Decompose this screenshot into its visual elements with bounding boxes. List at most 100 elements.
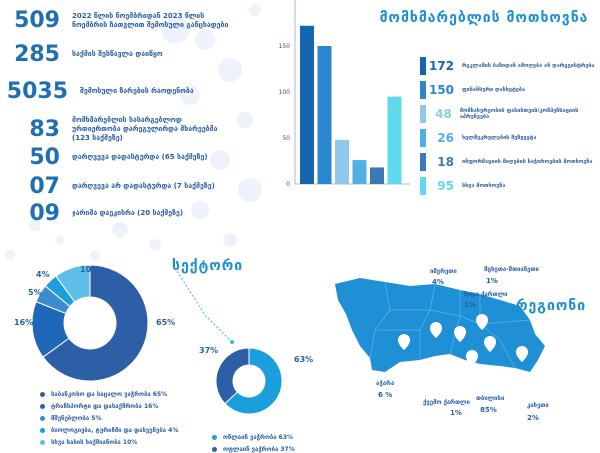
region-pct: 2% [527,414,539,422]
stat-row: 07 დარღვევა არ დადასტურდა (7 საქმეზე) [0,174,232,199]
region-pct: 1% [486,277,498,285]
legend-item: 95 სხვა მოთხოვნა [420,177,600,195]
legend-label: მომსახურეობის ფასისთვის/კომპენსაციის აპრ… [459,108,579,120]
legend-item: მშენებლობა 5% [40,415,101,422]
pie-pct-label: 65% [156,318,176,327]
legend-label: რეკლამის ბაზიდან ამოღება ან დარეგისტრება [462,63,595,69]
region-label: აჭარა [376,380,395,387]
legend-label: სხვა მოთხოვნა [462,183,506,189]
region-pct: 1% [450,409,462,417]
stat-label: ჯარიმა დაეკისრა (20 საქმეზე) [72,209,184,217]
legend-label: ხელშეკრულების შეწყვეტა [462,135,537,141]
bar-chart-title: მომხმარებლის მოთხოვნა [379,10,589,26]
legend-label: მშენებლობა 5% [51,415,102,422]
stat-row: 5035 შემოსული ზარების რაოდენობა [0,79,240,104]
legend-swatch [420,81,426,99]
pie-pct-label: 4% [36,270,50,279]
sector-donut-chart [31,264,149,382]
legend-item: ბიოლოგიება, ტურიზმი და დასვენება 4% [40,427,178,434]
stat-number: 07 [29,174,60,199]
stat-label: დარღვევა დადასტურდა (65 საქმეზე) [72,153,208,161]
georgia-map [335,278,545,372]
legend-value: 26 [437,131,454,145]
y-tick-label: 0 [286,181,290,188]
stat-number: 285 [14,42,60,67]
pie-slice [224,347,283,415]
legend-item: სხვა სახის საქმიანობა 10% [40,439,137,446]
stat-label: 2022 წლის ნოემბრიდან 2023 წლის ნოემბრის … [72,11,229,29]
y-tick-label: 150 [279,43,291,50]
legend-swatch [420,177,426,195]
stat-number: 509 [14,8,60,33]
legend-value: 18 [437,155,454,169]
pie-pct-label: 10% [80,265,100,274]
stat-row: 509 2022 წლის ნოემბრიდან 2023 წლის ნოემბ… [0,8,232,33]
legend-value: 172 [428,59,454,73]
bar [352,160,367,184]
region-pct: 4% [432,278,444,286]
stat-label: საქმის შესწავლა დაიწყო [72,50,163,58]
legend-dot [40,440,45,445]
pie-pct-label: 37% [199,346,219,355]
bar [317,46,332,184]
legend-label: ფინანსური დასხეტება [462,87,525,93]
region-label: თბილისი [476,395,505,402]
region-pct: 85% [480,406,497,414]
legend-item: საბანკოსო და საცალო ვაჭრობა 65% [40,391,167,398]
legend-dot [40,404,45,409]
legend-item: ონლაინ ვაჭრობა 63% [212,434,293,441]
region-label: კახეთი [527,402,549,409]
region-pct: 1% [464,301,476,309]
legend-item: 172 რეკლამის ბაზიდან ამოღება ან დარეგისტრ… [420,57,600,75]
legend-value: 95 [437,179,454,193]
legend-label: ტრანსპორტი და დასაქმრობა 16% [51,403,159,410]
legend-dot [40,428,45,433]
region-label: მცხეთა-მთიანეთი [484,266,539,273]
pie-pct-label: 16% [14,318,34,327]
map-pins [398,314,528,366]
legend-item: 18 ინფორმაციის მიღების საჭიროების მოთხოვნ… [420,153,600,171]
bar-chart: 0 50 100 150 [279,0,410,188]
legend-label: ონლაინ ვაჭრობა 63% [223,434,294,441]
legend-label: საბანკოსო და საცალო ვაჭრობა 65% [51,391,168,398]
legend-label: ინფორმაციის მიღების საჭიროების მოთხოვნა [462,159,593,165]
bar [335,139,349,184]
stat-row: 83 მომხმარებლის სასარგებლოდ ურთიერთობა დ… [0,116,232,143]
legend-item: 150 ფინანსური დასხეტება [420,81,600,99]
pie-slice [215,347,250,405]
trade-donut-chart [215,347,283,415]
legend-swatch [420,57,426,75]
legend-swatch [420,129,426,147]
pie-pct-label: 63% [294,355,314,364]
legend-item: 48 მომსახურეობის ფასისთვის/კომპენსაციის ა… [420,105,600,123]
pie-slice [42,264,149,382]
stat-label: შემოსული ზარების რაოდენობა [80,87,194,95]
legend-dot [40,392,45,397]
stat-number: 83 [29,117,60,142]
legend-value: 150 [428,83,454,97]
legend-label: ბიოლოგიება, ტურიზმი და დასვენება 4% [51,427,179,434]
sector-title: სექტორი [172,258,244,274]
stat-number: 5035 [6,79,68,104]
bar [300,25,314,185]
legend-value: 48 [435,107,452,121]
region-title: რეგიონი [516,298,587,314]
stat-number: 09 [29,201,60,226]
legend-swatch [420,105,426,123]
region-pct: 6 % [378,391,393,399]
legend-label: სხვა სახის საქმიანობა 10% [51,439,138,446]
pie-slice [55,264,91,303]
stat-label: მომხმარებლის სასარგებლოდ ურთიერთობა დარე… [72,116,218,142]
stat-row: 285 საქმის შესწავლა დაიწყო [0,42,232,67]
stat-row: 09 ჯარიმა დაეკისრა (20 საქმეზე) [0,201,232,226]
stat-number: 50 [29,145,60,170]
bar [387,96,402,184]
legend-dot [40,416,45,421]
legend-item: 26 ხელშეკრულების შეწყვეტა [420,129,600,147]
region-label: ქვემო ქართლი [423,399,470,406]
bar [370,167,384,184]
stat-label: დარღვევა არ დადასტურდა (7 საქმეზე) [72,182,215,190]
region-label: იმერეთი [430,268,457,275]
